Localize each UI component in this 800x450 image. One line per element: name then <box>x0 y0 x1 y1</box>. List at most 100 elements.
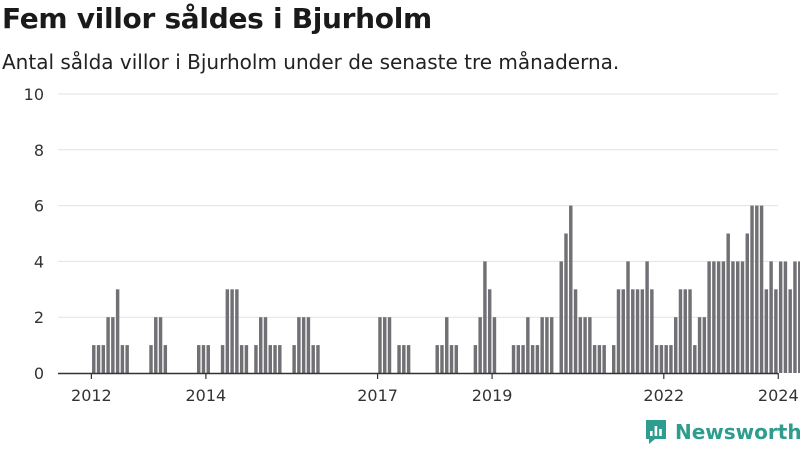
bar <box>788 289 792 373</box>
bar <box>669 345 673 373</box>
bar <box>115 289 120 373</box>
bar <box>626 261 630 373</box>
bar <box>125 345 129 373</box>
y-tick-label: 6 <box>34 197 44 216</box>
bar <box>440 345 444 373</box>
bar <box>435 345 439 373</box>
bar <box>225 289 230 373</box>
bar <box>597 345 602 373</box>
bar <box>378 317 382 373</box>
bar <box>716 261 721 373</box>
bar <box>478 317 482 373</box>
bar <box>487 289 492 373</box>
y-tick-label: 4 <box>34 252 44 271</box>
bar <box>230 289 234 373</box>
bar <box>235 289 239 373</box>
bar <box>774 289 778 373</box>
bar <box>397 345 401 373</box>
bar <box>239 345 244 373</box>
bar <box>611 345 616 373</box>
chart-subtitle: Antal sålda villor i Bjurholm under de s… <box>2 50 620 74</box>
x-tick-label: 2017 <box>357 386 398 405</box>
bar <box>635 289 640 373</box>
bar <box>540 317 544 373</box>
bar <box>731 261 735 373</box>
bar <box>726 233 730 373</box>
bar <box>693 345 697 373</box>
bar <box>196 345 201 373</box>
bar <box>530 345 535 373</box>
bar <box>721 261 726 373</box>
bar <box>697 317 702 373</box>
bar <box>516 345 521 373</box>
bar <box>263 317 268 373</box>
bar <box>793 261 797 373</box>
bar <box>311 345 315 373</box>
bar <box>736 261 740 373</box>
bar <box>616 289 621 373</box>
bar <box>583 317 587 373</box>
bar <box>645 261 649 373</box>
y-tick-label: 2 <box>34 308 44 327</box>
bar <box>92 345 96 373</box>
bar <box>702 317 707 373</box>
bar <box>745 233 749 373</box>
bar <box>769 261 773 373</box>
bar <box>259 317 263 373</box>
y-tick-label: 10 <box>24 85 44 104</box>
bar <box>163 345 168 373</box>
x-tick-label: 2019 <box>472 386 513 405</box>
bar <box>740 261 745 373</box>
bar <box>650 289 654 373</box>
bar <box>158 317 163 373</box>
newsworthy-logo-icon <box>646 420 666 444</box>
bar <box>640 289 645 373</box>
bar <box>526 317 530 373</box>
bar <box>387 317 392 373</box>
bar <box>549 317 554 373</box>
bar <box>569 205 573 373</box>
bar <box>101 345 106 373</box>
bar <box>578 317 583 373</box>
newsworthy-brand: Newsworthy <box>644 419 800 445</box>
x-tick-label: 2024 <box>758 386 799 405</box>
bar <box>206 345 210 373</box>
bar <box>759 205 764 373</box>
bar <box>755 205 759 373</box>
bar <box>707 261 711 373</box>
bar <box>778 261 783 373</box>
bar <box>654 345 659 373</box>
bar <box>492 317 497 373</box>
chart-title: Fem villor såldes i Bjurholm <box>2 2 432 35</box>
bar <box>306 317 311 373</box>
bar <box>621 289 625 373</box>
bar <box>678 289 683 373</box>
bar <box>564 233 568 373</box>
bar <box>664 345 668 373</box>
bar <box>798 261 800 373</box>
x-tick-label: 2014 <box>186 386 227 405</box>
bar <box>201 345 206 373</box>
bar <box>683 289 687 373</box>
x-tick-label: 2022 <box>643 386 684 405</box>
bar <box>631 289 635 373</box>
bar <box>449 345 454 373</box>
y-tick-label: 8 <box>34 141 44 160</box>
bar <box>445 317 449 373</box>
bar <box>301 317 306 373</box>
bar <box>383 317 387 373</box>
bar <box>521 345 525 373</box>
y-tick-label: 0 <box>34 364 44 383</box>
bar <box>712 261 716 373</box>
bar <box>473 345 478 373</box>
bar <box>220 345 225 373</box>
bar <box>120 345 125 373</box>
bar <box>149 345 153 373</box>
bar <box>278 345 282 373</box>
bar <box>254 345 258 373</box>
bar <box>111 317 115 373</box>
bar <box>154 317 158 373</box>
bar <box>688 289 692 373</box>
bar-chart: 02468105201220142017201920222024 <box>24 85 800 405</box>
bar <box>244 345 249 373</box>
